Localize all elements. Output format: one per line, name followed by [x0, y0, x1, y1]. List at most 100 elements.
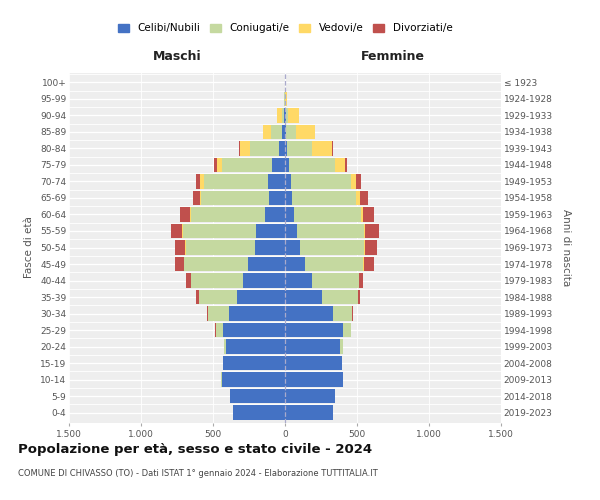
Bar — [241, 141, 250, 156]
Bar — [285, 141, 287, 156]
Bar — [279, 141, 285, 156]
Text: Maschi: Maschi — [152, 50, 202, 64]
Bar — [200, 190, 202, 205]
Y-axis label: Fasce di età: Fasce di età — [25, 216, 34, 278]
Bar — [250, 141, 279, 156]
Bar — [170, 224, 182, 238]
Bar — [364, 224, 365, 238]
Bar — [313, 274, 359, 288]
Bar — [199, 290, 238, 304]
Bar — [238, 290, 285, 304]
Bar — [269, 190, 285, 205]
Bar — [282, 108, 284, 122]
Bar — [285, 340, 340, 354]
Bar — [364, 256, 374, 272]
Bar — [186, 274, 191, 288]
Bar — [332, 141, 333, 156]
Bar — [285, 124, 286, 139]
Y-axis label: Anni di nascita: Anni di nascita — [562, 209, 571, 286]
Bar — [350, 174, 356, 188]
Bar — [291, 174, 350, 188]
Bar — [285, 323, 343, 338]
Bar — [200, 174, 203, 188]
Bar — [239, 141, 241, 156]
Bar — [263, 124, 271, 139]
Bar — [286, 92, 287, 106]
Bar — [256, 224, 285, 238]
Legend: Celibi/Nubili, Coniugati/e, Vedovi/e, Divorziati/e: Celibi/Nubili, Coniugati/e, Vedovi/e, Di… — [118, 24, 452, 34]
Text: COMUNE DI CHIVASSO (TO) - Dati ISTAT 1° gennaio 2024 - Elaborazione TUTTITALIA.I: COMUNE DI CHIVASSO (TO) - Dati ISTAT 1° … — [18, 469, 378, 478]
Bar — [286, 124, 296, 139]
Bar — [233, 406, 285, 420]
Bar — [214, 158, 217, 172]
Bar — [297, 224, 364, 238]
Bar — [175, 240, 185, 255]
Bar — [285, 224, 297, 238]
Bar — [272, 158, 285, 172]
Bar — [285, 240, 300, 255]
Bar — [203, 174, 268, 188]
Bar — [285, 256, 305, 272]
Bar — [191, 207, 265, 222]
Bar — [207, 306, 208, 321]
Bar — [221, 158, 272, 172]
Bar — [322, 290, 358, 304]
Bar — [196, 174, 200, 188]
Bar — [359, 274, 363, 288]
Bar — [361, 207, 363, 222]
Bar — [185, 240, 255, 255]
Bar — [285, 356, 342, 370]
Bar — [271, 124, 283, 139]
Bar — [300, 240, 364, 255]
Bar — [288, 108, 299, 122]
Text: Femmine: Femmine — [361, 50, 425, 64]
Bar — [289, 158, 335, 172]
Bar — [202, 190, 269, 205]
Bar — [216, 323, 223, 338]
Bar — [248, 256, 285, 272]
Bar — [268, 174, 285, 188]
Bar — [285, 158, 289, 172]
Bar — [175, 256, 184, 272]
Bar — [265, 207, 285, 222]
Bar — [230, 389, 285, 404]
Bar — [283, 124, 285, 139]
Bar — [296, 124, 315, 139]
Bar — [340, 340, 343, 354]
Bar — [255, 240, 285, 255]
Bar — [335, 158, 345, 172]
Bar — [180, 207, 190, 222]
Bar — [345, 158, 347, 172]
Bar — [293, 207, 361, 222]
Bar — [365, 240, 377, 255]
Bar — [223, 323, 285, 338]
Bar — [184, 256, 248, 272]
Bar — [358, 290, 360, 304]
Bar — [352, 306, 353, 321]
Bar — [277, 108, 282, 122]
Bar — [208, 306, 229, 321]
Bar — [287, 141, 313, 156]
Bar — [343, 323, 350, 338]
Bar — [285, 274, 313, 288]
Bar — [285, 207, 293, 222]
Bar — [360, 190, 368, 205]
Bar — [285, 389, 335, 404]
Bar — [226, 340, 285, 354]
Bar — [286, 108, 288, 122]
Bar — [363, 207, 374, 222]
Bar — [191, 274, 243, 288]
Bar — [217, 158, 221, 172]
Bar — [285, 290, 322, 304]
Bar — [224, 340, 226, 354]
Bar — [285, 306, 332, 321]
Bar — [285, 406, 333, 420]
Bar — [365, 224, 379, 238]
Bar — [364, 240, 365, 255]
Bar — [285, 190, 292, 205]
Bar — [229, 306, 285, 321]
Text: Popolazione per età, sesso e stato civile - 2024: Popolazione per età, sesso e stato civil… — [18, 442, 372, 456]
Bar — [285, 174, 291, 188]
Bar — [285, 372, 343, 387]
Bar — [332, 306, 352, 321]
